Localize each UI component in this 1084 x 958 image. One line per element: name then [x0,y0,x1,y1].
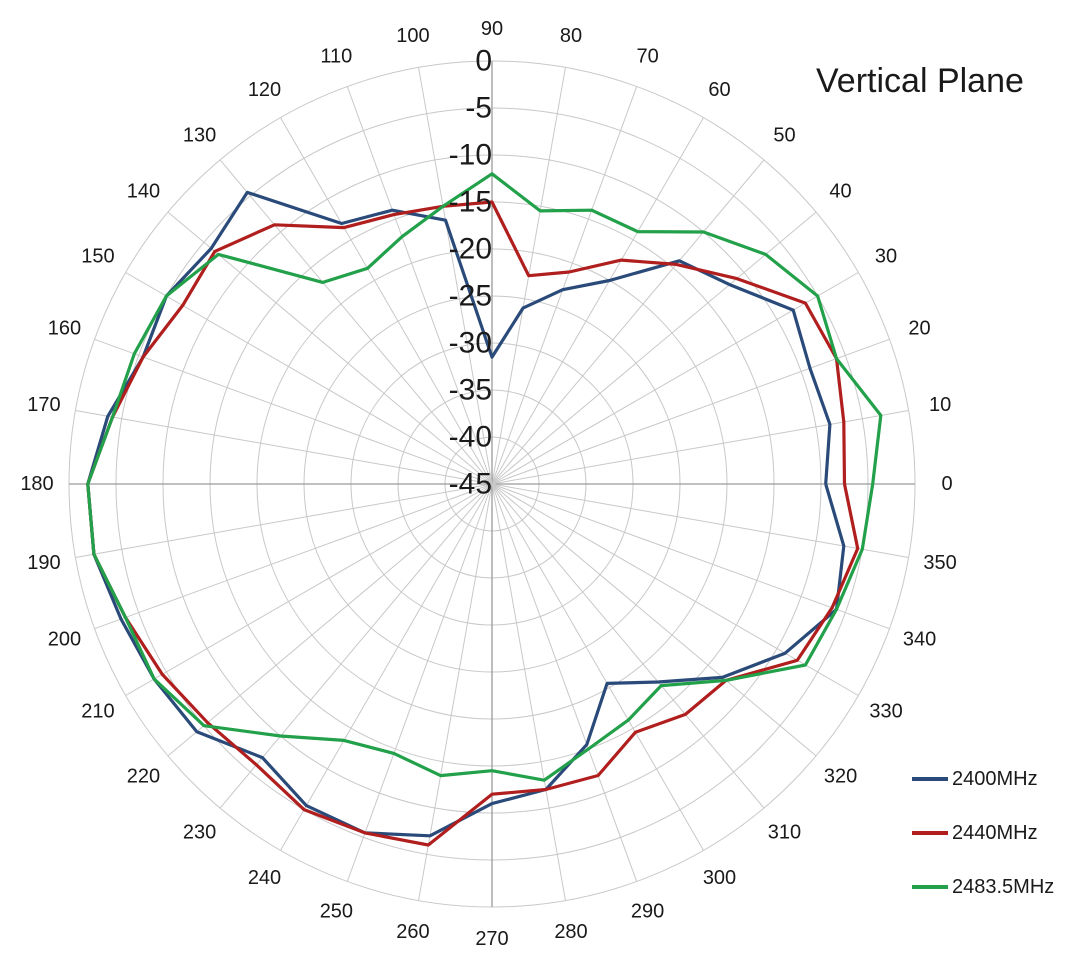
radial-tick-label: -15 [449,186,492,219]
angle-tick-label: 340 [903,629,936,651]
angle-tick-label: 320 [824,765,857,787]
grid-spoke [491,159,765,485]
grid-spoke [75,483,493,558]
series-line-2483.5MHz [86,172,883,782]
grid-spoke [491,483,765,809]
legend-swatch [912,831,948,835]
angle-tick-label: 130 [183,124,216,146]
grid-spoke [219,483,493,809]
grid-spoke [280,483,493,851]
radial-tick-label: -5 [465,92,492,125]
legend-item: 2483.5MHz [912,860,1054,914]
grid-spoke [94,483,493,630]
grid-spoke [125,272,493,485]
angle-tick-label: 140 [127,181,160,203]
grid-spoke [491,483,890,630]
radial-tick-label: -10 [449,139,492,172]
grid-spoke [491,483,909,558]
radial-tick-label: 0 [475,45,492,78]
grid-spoke [491,483,817,757]
grid-spoke [491,483,704,851]
grid-spoke [75,410,493,485]
grid-spoke [219,159,493,485]
angle-tick-label: 70 [636,45,658,67]
radial-tick-label: -35 [449,374,492,407]
angle-tick-labels: 0 10 20 30 40 50 60 70 80 90 100 110 120 130 140 150 160… [20,18,956,950]
angle-tick-label: 20 [908,317,930,339]
grid-spoke [491,211,817,485]
angle-tick-label: 190 [27,552,60,574]
angle-tick-label: 170 [27,394,60,416]
angle-tick-label: 270 [475,928,508,950]
radial-tick-label: -30 [449,327,492,360]
grid-spoke [346,86,493,485]
grid-spoke [94,338,493,485]
radial-tick-label: -45 [449,468,492,501]
grid-spoke [167,483,493,757]
legend: 2400MHz 2440MHz 2483.5MHz [912,752,1054,914]
angle-tick-label: 290 [631,901,664,923]
grid-spoke [491,272,859,485]
angle-tick-label: 210 [81,701,114,723]
angle-tick-label: 300 [703,867,736,889]
radial-tick-label: -25 [449,280,492,313]
angle-tick-label: 280 [554,921,587,943]
grid-spoke [125,483,493,696]
legend-item: 2400MHz [912,752,1054,806]
angle-tick-label: 330 [869,701,902,723]
angle-tick-label: 200 [48,629,81,651]
angle-tick-label: 40 [829,181,851,203]
angle-tick-label: 250 [320,901,353,923]
legend-item: 2440MHz [912,806,1054,860]
angle-tick-label: 0 [941,473,952,495]
angle-tick-label: 120 [248,79,281,101]
grid-spoke [491,410,909,485]
angle-tick-label: 150 [81,246,114,268]
grid-spoke [167,211,493,485]
grid-spoke [491,117,704,485]
angle-tick-label: 160 [48,317,81,339]
radial-tick-label: -20 [449,233,492,266]
series-lines [86,172,883,847]
legend-label: 2440MHz [952,821,1038,844]
radial-tick-label: -40 [449,421,492,454]
angle-tick-label: 180 [20,473,53,495]
angle-tick-label: 230 [183,822,216,844]
legend-label: 2400MHz [952,767,1038,790]
grid-spoke [491,483,566,901]
polar-grid [68,60,916,908]
angle-tick-label: 310 [768,822,801,844]
legend-swatch [912,777,948,781]
grid-spoke [491,483,638,882]
angle-tick-label: 90 [481,18,503,40]
radial-tick-labels: 0 -5 -10 -15 -20 -25 -30 -35 -40 -45 [449,45,492,501]
angle-tick-label: 50 [773,124,795,146]
angle-tick-label: 240 [248,867,281,889]
angle-tick-label: 110 [320,45,352,67]
angle-tick-label: 220 [127,765,160,787]
legend-swatch [912,885,948,889]
angle-tick-label: 30 [875,246,897,268]
angle-tick-label: 80 [560,25,582,47]
grid-spoke [418,67,493,485]
grid-spoke [491,86,638,485]
angle-tick-label: 10 [929,394,951,416]
angle-tick-label: 350 [923,552,956,574]
grid-spoke [418,483,493,901]
angle-tick-label: 100 [396,25,429,47]
grid-spoke [491,338,890,485]
angle-tick-label: 260 [396,921,429,943]
legend-label: 2483.5MHz [952,875,1055,898]
grid-spoke [280,117,493,485]
grid-spoke [346,483,493,882]
chart-title: Vertical Plane [816,62,1024,100]
angle-tick-label: 60 [708,79,730,101]
